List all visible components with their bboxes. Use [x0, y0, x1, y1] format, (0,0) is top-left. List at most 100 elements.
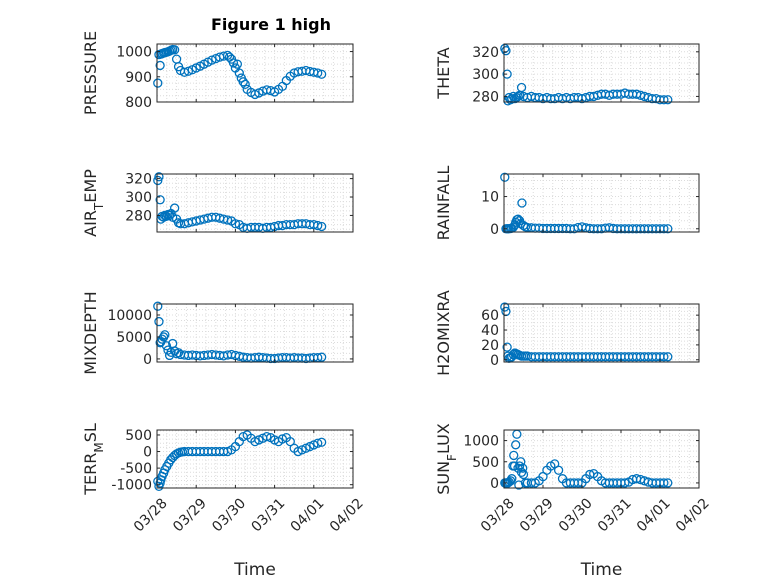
panel-background: [504, 174, 699, 232]
y-tick-label: 60: [481, 308, 499, 324]
data-point: [620, 478, 630, 488]
y-tick-label: 900: [125, 70, 152, 86]
y-tick-label: 300: [125, 190, 152, 206]
data-point: [228, 58, 239, 68]
y-tick-label: 0: [490, 222, 499, 238]
y-tick-label: 10000: [107, 308, 152, 324]
y-tick-label: 40: [481, 323, 499, 339]
y-axis-label-subscript: T: [92, 202, 106, 211]
data-point: [313, 438, 323, 448]
axes-frame: [156, 429, 354, 489]
axes-frame: [156, 173, 354, 233]
y-axis-label: PRESSURE: [81, 31, 100, 115]
y-tick-label: -1000: [111, 478, 152, 494]
y-tick-label: 20: [481, 338, 499, 354]
panel-air_temp: 280 300 320 AIRTEMP: [81, 169, 354, 237]
data-point: [511, 440, 521, 450]
data-point: [218, 51, 229, 61]
data-point: [509, 450, 519, 461]
data-point: [663, 352, 673, 362]
data-point: [313, 220, 323, 231]
data-point: [155, 60, 165, 71]
data-point: [516, 218, 526, 229]
data-point: [234, 68, 244, 78]
y-axis-label-rest: EMP: [81, 169, 100, 203]
y-axis-label-main: H2OMIXRA: [434, 290, 453, 376]
y-axis-label: MIXDEPTH: [81, 291, 100, 374]
panel-mixdepth: 0 5000 10000 MIXDEPTH: [81, 291, 354, 375]
data-point: [501, 46, 511, 56]
data-point: [663, 224, 673, 234]
data-point: [169, 45, 180, 55]
data-point: [500, 302, 510, 312]
y-axis-label-rest: SL: [81, 423, 100, 442]
data-point: [173, 348, 184, 358]
x-axis-label: Time: [233, 560, 276, 580]
data-point: [518, 469, 529, 480]
data-point: [518, 463, 528, 473]
y-tick-label: 0: [143, 445, 152, 461]
data-point: [573, 478, 583, 488]
data-point: [316, 352, 327, 362]
y-tick-label: 1000: [116, 45, 152, 61]
axes-frame: [156, 43, 354, 103]
series-pressure: [153, 44, 327, 100]
y-axis-label: THETA: [434, 47, 453, 99]
data-point: [517, 198, 527, 208]
data-point: [232, 59, 243, 69]
data-point: [313, 68, 323, 78]
data-point: [507, 94, 517, 104]
data-point: [507, 474, 517, 484]
data-point: [513, 214, 523, 224]
data-point: [316, 221, 327, 232]
data-point: [153, 78, 163, 88]
axes-frame: [503, 43, 700, 103]
figure-title: Figure 1 high: [211, 15, 331, 34]
y-tick-label: 0: [490, 353, 499, 369]
data-point: [169, 203, 180, 213]
y-tick-label: 500: [472, 455, 499, 471]
data-point: [663, 478, 673, 488]
data-point: [277, 434, 288, 444]
axes-frame: [156, 303, 354, 363]
data-point: [262, 431, 272, 442]
data-point: [516, 457, 526, 467]
y-tick-label: -500: [120, 461, 152, 477]
panel-theta: 280 300 320 THETA: [434, 43, 700, 106]
data-point: [222, 215, 233, 225]
data-point: [516, 467, 527, 477]
y-axis-label: AIRTEMP: [81, 169, 106, 237]
data-point: [230, 219, 241, 229]
y-tick-label: 800: [125, 95, 152, 111]
data-point: [659, 352, 669, 362]
axes-frame: [503, 303, 700, 363]
axes-frame: [503, 429, 700, 489]
y-axis-label-main: AIR: [81, 210, 100, 237]
y-axis-label-subscript: M: [92, 442, 106, 452]
y-axis-label-main: PRESSURE: [81, 31, 100, 115]
y-tick-label: 1000: [463, 434, 499, 450]
data-point: [659, 224, 669, 234]
data-point: [502, 69, 512, 79]
data-point: [238, 77, 248, 87]
y-tick-label: 320: [472, 45, 499, 61]
y-axis-label: H2OMIXRA: [434, 290, 453, 376]
data-point: [553, 465, 564, 475]
y-axis-label-main: MIXDEPTH: [81, 291, 100, 374]
data-point: [659, 478, 669, 488]
data-point: [154, 172, 164, 182]
series-terr_msl: [153, 430, 327, 491]
data-point: [316, 69, 327, 79]
y-tick-label: 0: [490, 476, 499, 492]
y-tick-label: 300: [472, 67, 499, 83]
data-point: [316, 437, 327, 447]
data-point: [663, 95, 673, 105]
series-h2omixra: [500, 302, 673, 363]
panel-pressure: 800 900 1000 PRESSURE: [81, 31, 354, 115]
axes-frame: [503, 173, 700, 233]
y-tick-label: 320: [125, 172, 152, 188]
data-point: [508, 222, 519, 232]
y-tick-label: 5000: [116, 330, 152, 346]
